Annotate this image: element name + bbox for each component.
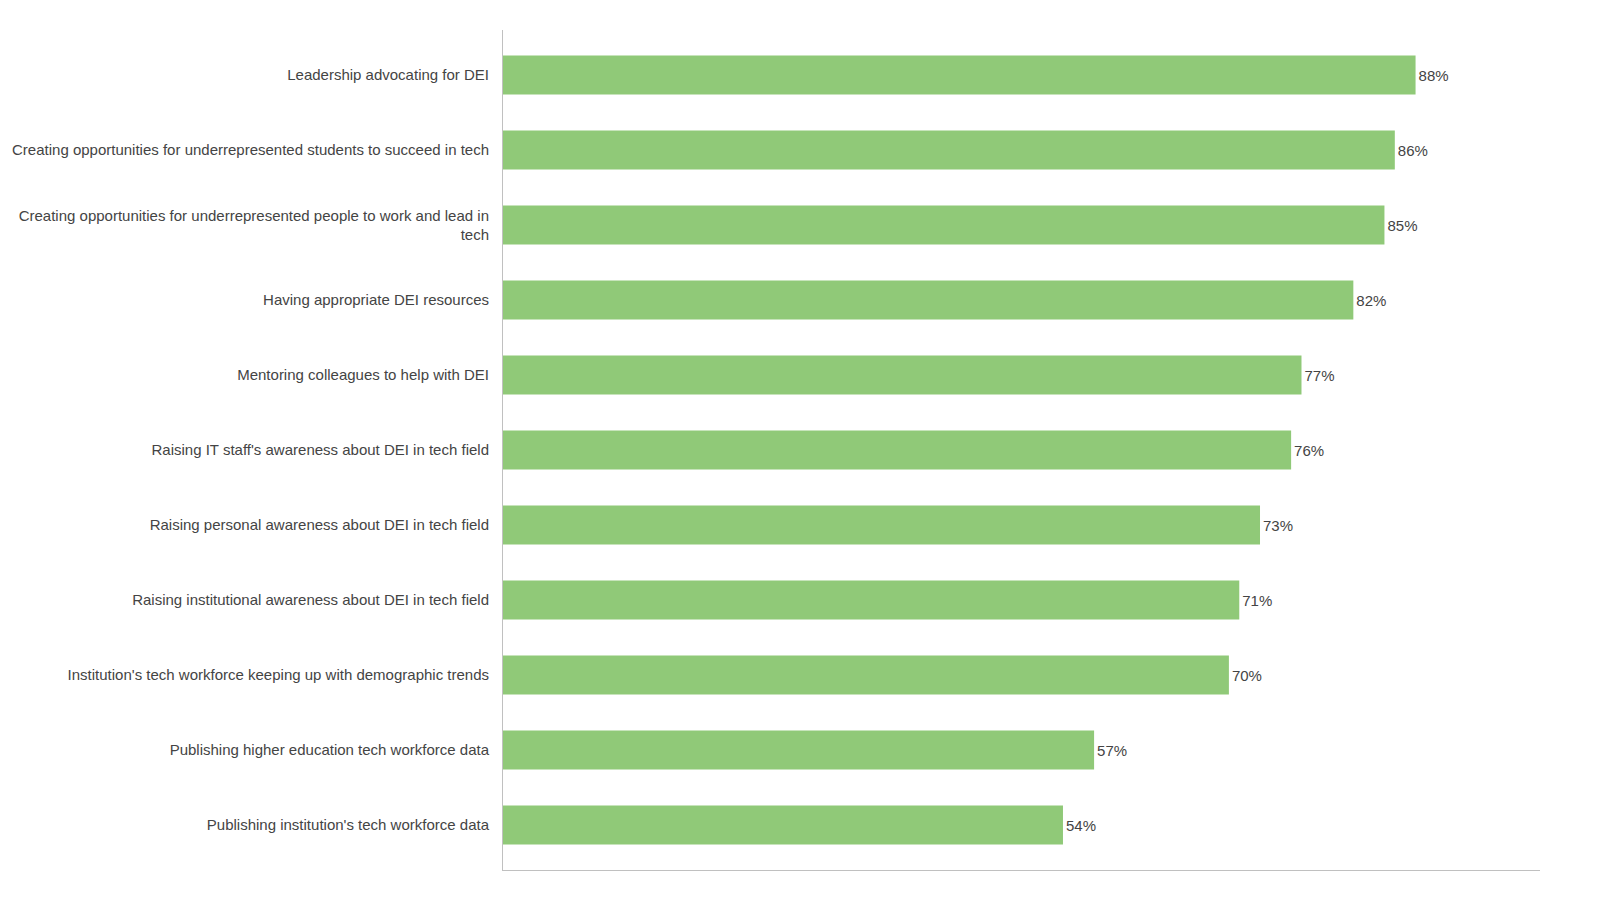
svg-text:57%: 57% [1097,742,1127,759]
svg-text:70%: 70% [1232,667,1262,684]
svg-text:85%: 85% [1387,217,1417,234]
svg-text:Creating opportunities for und: Creating opportunities for underrepresen… [19,207,489,244]
svg-text:76%: 76% [1294,442,1324,459]
svg-text:Creating opportunities for und: Creating opportunities for underrepresen… [12,141,489,158]
svg-text:Leadership advocating for DEI: Leadership advocating for DEI [287,66,489,83]
svg-text:Raising IT staff's awareness a: Raising IT staff's awareness about DEI i… [152,441,490,458]
svg-text:Mentoring colleagues to help w: Mentoring colleagues to help with DEI [237,366,489,383]
svg-text:77%: 77% [1304,367,1334,384]
svg-text:73%: 73% [1263,517,1293,534]
svg-text:Publishing higher education te: Publishing higher education tech workfor… [170,741,490,758]
svg-text:82%: 82% [1356,292,1386,309]
svg-text:Having appropriate DEI resourc: Having appropriate DEI resources [263,291,489,308]
svg-text:Raising institutional awarenes: Raising institutional awareness about DE… [132,591,489,608]
svg-text:Raising personal awareness abo: Raising personal awareness about DEI in … [150,516,489,533]
svg-text:Publishing institution's tech: Publishing institution's tech workforce … [207,816,490,833]
svg-text:88%: 88% [1419,67,1449,84]
svg-text:Institution's tech workforce k: Institution's tech workforce keeping up … [68,666,489,683]
svg-text:54%: 54% [1066,817,1096,834]
svg-text:86%: 86% [1398,142,1428,159]
svg-text:71%: 71% [1242,592,1272,609]
